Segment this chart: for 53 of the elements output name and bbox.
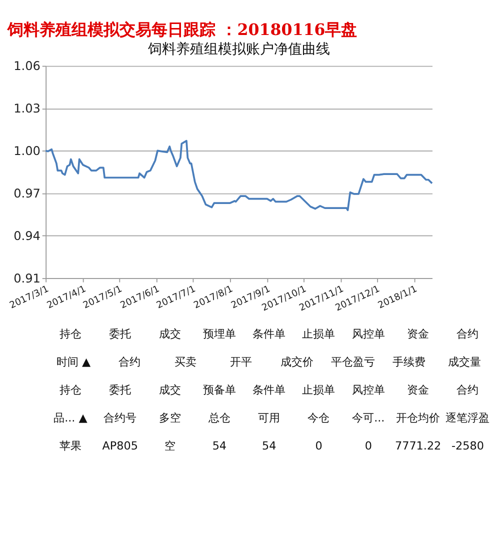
text: 0: [315, 439, 322, 452]
text: 合约: [456, 328, 479, 341]
text: 条件单: [252, 384, 286, 397]
text: 资金: [407, 328, 430, 341]
y-tick-label: 0.94: [14, 228, 41, 243]
chart-title: 饲料养殖组模拟交易每日跟踪 ：20180116早盘: [6, 20, 358, 40]
text: AP805: [102, 439, 138, 452]
text: 成交: [158, 384, 181, 397]
text: 成交价: [280, 356, 314, 369]
text: 风控单: [352, 328, 385, 341]
text: 苹果: [59, 439, 82, 452]
text: 条件单: [252, 328, 286, 341]
text: 今可...: [352, 411, 385, 424]
text: 品... ▲: [54, 411, 88, 424]
text: 开平: [230, 356, 252, 369]
y-tick-label: 0.91: [14, 271, 41, 286]
text: 成交量: [448, 356, 482, 369]
text: 7771.22: [394, 439, 442, 452]
chart-subtitle: 饲料养殖组模拟账户净值曲线: [146, 42, 330, 58]
y-tick-label: 1.00: [14, 144, 41, 158]
y-tick-label: 0.97: [14, 186, 41, 200]
text: 54: [262, 439, 276, 452]
text: 可用: [258, 411, 280, 424]
text: -2580: [452, 439, 484, 452]
text: 平仓盈亏: [330, 356, 375, 369]
text: 逐笔浮盈: [446, 411, 490, 424]
text: 成交: [158, 328, 181, 341]
y-tick-label: 1.03: [14, 101, 41, 116]
text: 预埋单: [202, 328, 236, 341]
text: 54: [212, 439, 227, 452]
text: 持仓: [59, 384, 82, 397]
text: 委托: [109, 384, 132, 397]
text: 合约: [456, 384, 479, 397]
text: 资金: [407, 384, 430, 397]
text: 持仓: [59, 328, 82, 341]
text: 止损单: [302, 384, 336, 397]
text: 手续费: [392, 356, 426, 369]
text: 预备单: [202, 384, 236, 397]
text: 多空: [158, 411, 181, 424]
text: 时间 ▲: [56, 356, 92, 369]
text: 止损单: [302, 328, 336, 341]
text: 总仓: [207, 411, 230, 424]
text: 今仓: [308, 411, 330, 424]
text: 合约: [118, 356, 140, 369]
y-tick-label: 1.06: [14, 59, 41, 74]
text: 开仓均价: [396, 411, 440, 424]
line-series: [44, 140, 433, 212]
text: 委托: [109, 328, 132, 341]
text: 0: [364, 439, 372, 452]
text: 风控单: [352, 384, 385, 397]
text: 合约号: [104, 411, 137, 424]
text: 空: [164, 439, 176, 452]
text: 买卖: [174, 356, 196, 369]
